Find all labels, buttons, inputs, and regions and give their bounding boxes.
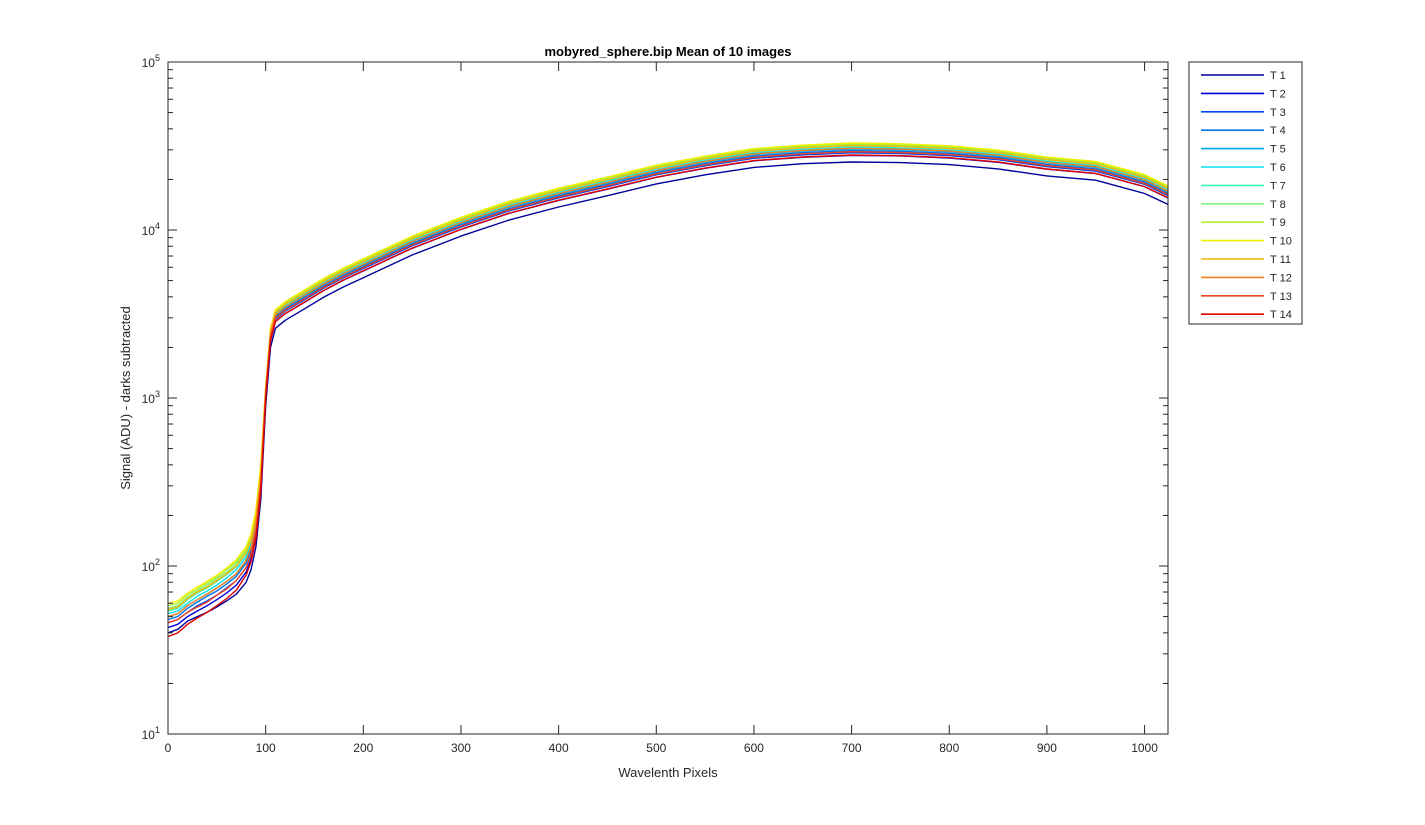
series-line-4 — [167, 149, 1169, 621]
x-tick-label: 800 — [939, 741, 959, 755]
x-tick-label: 1000 — [1131, 741, 1158, 755]
legend-label: T 7 — [1270, 180, 1286, 192]
y-tick-label: 101 — [142, 725, 160, 742]
ticks-layer: 0 100 200 300 400 500 600 700 800 900 1000 101 102 10… — [142, 53, 1168, 755]
legend-label: T 5 — [1270, 144, 1286, 156]
legend-label: T 11 — [1270, 254, 1291, 266]
legend-label: T 4 — [1270, 125, 1286, 137]
legend-label: T 14 — [1270, 309, 1292, 321]
x-tick-label: 700 — [842, 741, 862, 755]
y-tick-label: 104 — [142, 221, 160, 238]
legend-label: T 6 — [1270, 162, 1286, 174]
x-tick-label: 400 — [549, 741, 569, 755]
x-tick-label: 300 — [451, 741, 471, 755]
legend-label: T 2 — [1270, 88, 1286, 100]
x-tick-label: 100 — [256, 741, 276, 755]
legend-label: T 12 — [1270, 272, 1292, 284]
series-line-9 — [167, 143, 1169, 607]
legend-label: T 1 — [1270, 70, 1286, 82]
series-line-10 — [167, 142, 1169, 604]
series-layer — [167, 142, 1169, 638]
legend-box — [1188, 61, 1303, 325]
series-line-13 — [167, 151, 1169, 624]
x-tick-label: 0 — [165, 741, 172, 755]
legend-label: T 8 — [1270, 199, 1286, 211]
x-axis-label: Wavelenth Pixels — [618, 765, 718, 780]
y-tick-label: 102 — [142, 557, 160, 574]
legend-label: T 13 — [1270, 291, 1292, 303]
x-tick-label: 200 — [353, 741, 373, 755]
series-line-12 — [167, 147, 1169, 618]
series-line-1 — [167, 161, 1169, 634]
x-tick-label: 900 — [1037, 741, 1057, 755]
x-tick-label: 600 — [744, 741, 764, 755]
series-line-11 — [167, 144, 1169, 611]
series-line-3 — [167, 152, 1169, 624]
legend-label: T 9 — [1270, 217, 1286, 229]
chart-title: mobyred_sphere.bip Mean of 10 images — [544, 44, 791, 59]
y-axis-label: Signal (ADU) - darks subtracted — [118, 306, 133, 490]
plot-area — [168, 62, 1168, 734]
legend-label: T 3 — [1270, 107, 1286, 119]
legend: T 1 T 2 T 3 T 4 T 5 T 6 T 7 T 8 T 9 T 10 T 11 T 12 T… — [1188, 61, 1303, 325]
series-line-14 — [167, 154, 1169, 638]
y-tick-label: 105 — [142, 53, 160, 70]
y-tick-label: 103 — [142, 389, 160, 406]
x-tick-label: 500 — [646, 741, 666, 755]
legend-label: T 10 — [1270, 236, 1292, 248]
